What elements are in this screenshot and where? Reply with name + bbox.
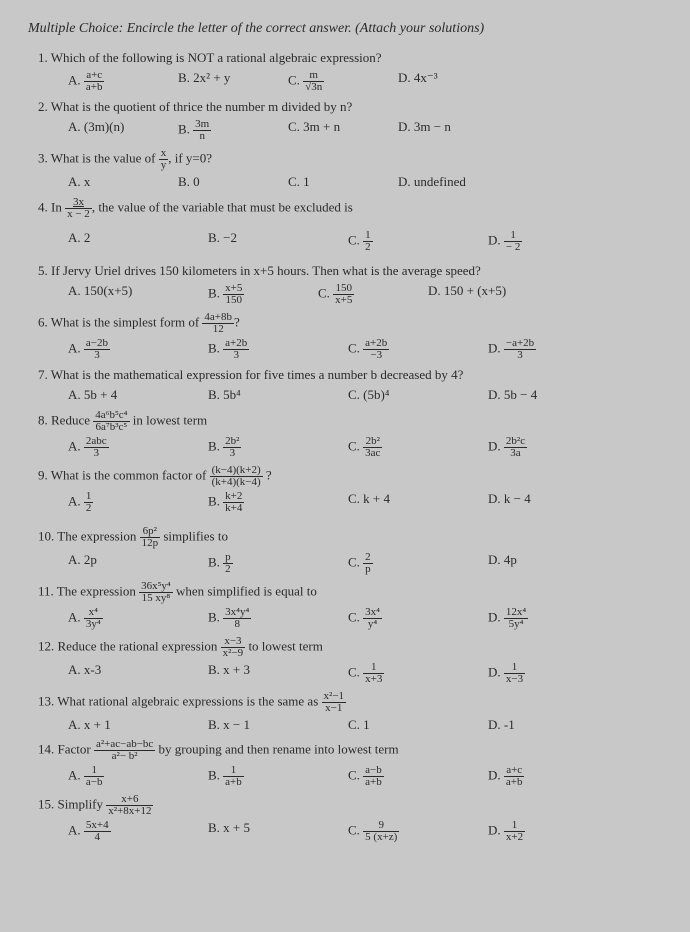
q7-opt-b: B. 5b⁴: [208, 387, 348, 404]
question-3: 3. What is the value of xy, if y=0? A. x…: [38, 148, 662, 191]
q6-opt-a: A. a−2b3: [68, 338, 208, 361]
q7-opt-d: D. 5b − 4: [488, 387, 628, 404]
q14-text: 14. Factor a²+ac−ab−bca²− b² by grouping…: [38, 739, 662, 762]
q15-opt-b: B. x + 5: [208, 820, 348, 843]
q8-opt-c: C. 2b²3ac: [348, 436, 488, 459]
question-13: 13. What rational algebraic expressions …: [38, 691, 662, 734]
q5-opt-d: D. 150 + (x+5): [428, 283, 568, 306]
question-5: 5. If Jervy Uriel drives 150 kilometers …: [38, 263, 662, 306]
question-1: 1. Which of the following is NOT a ratio…: [38, 50, 662, 93]
q1-opt-d: D. 4x⁻³: [398, 70, 508, 93]
q10-opt-c: C. 2p: [348, 552, 488, 575]
instructions: Multiple Choice: Encircle the letter of …: [28, 20, 662, 38]
q13-opt-d: D. -1: [488, 717, 628, 734]
q1-text: 1. Which of the following is NOT a ratio…: [38, 50, 662, 67]
q4-opt-c: C. 12: [348, 230, 488, 253]
q15-opt-d: D. 1x+2: [488, 820, 628, 843]
q9-opt-a: A. 12: [68, 491, 208, 514]
q12-opt-c: C. 1x+3: [348, 662, 488, 685]
question-12: 12. Reduce the rational expression x−3x²…: [38, 636, 662, 685]
q3-text: 3. What is the value of xy, if y=0?: [38, 148, 662, 171]
q15-text: 15. Simplify x+6x²+8x+12: [38, 794, 662, 817]
q4-text: 4. In 3x x − 2, the value of the variabl…: [38, 197, 662, 220]
question-15: 15. Simplify x+6x²+8x+12 A. 5x+44 B. x +…: [38, 794, 662, 843]
q3-opt-a: A. x: [68, 174, 178, 191]
q14-opt-c: C. a−ba+b: [348, 765, 488, 788]
q2-opt-a: A. (3m)(n): [68, 119, 178, 142]
q3-opt-d: D. undefined: [398, 174, 508, 191]
q11-text: 11. The expression 36x⁵y⁴15 xy⁸ when sim…: [38, 581, 662, 604]
q7-opt-c: C. (5b)⁴: [348, 387, 488, 404]
question-6: 6. What is the simplest form of 4a+8b12?…: [38, 312, 662, 361]
q5-opt-a: A. 150(x+5): [68, 283, 208, 306]
q8-opt-b: B. 2b²3: [208, 436, 348, 459]
q2-opt-d: D. 3m − n: [398, 119, 508, 142]
q9-opt-c: C. k + 4: [348, 491, 488, 514]
question-8: 8. Reduce 4a⁶b⁵c⁴6a⁷b³c⁵ in lowest term …: [38, 410, 662, 459]
q1-opt-c: C. m√3n: [288, 70, 398, 93]
question-2: 2. What is the quotient of thrice the nu…: [38, 99, 662, 142]
q3-opt-b: B. 0: [178, 174, 288, 191]
q11-opt-c: C. 3x⁴y⁴: [348, 607, 488, 630]
question-9: 9. What is the common factor of (k−4)(k+…: [38, 465, 662, 514]
q10-opt-a: A. 2p: [68, 552, 208, 575]
q7-opt-a: A. 5b + 4: [68, 387, 208, 404]
question-14: 14. Factor a²+ac−ab−bca²− b² by grouping…: [38, 739, 662, 788]
q6-text: 6. What is the simplest form of 4a+8b12?: [38, 312, 662, 335]
q2-opt-b: B. 3mn: [178, 119, 288, 142]
q13-opt-b: B. x − 1: [208, 717, 348, 734]
q7-text: 7. What is the mathematical expression f…: [38, 367, 662, 384]
q13-opt-a: A. x + 1: [68, 717, 208, 734]
q14-opt-a: A. 1a−b: [68, 765, 208, 788]
q10-opt-d: D. 4p: [488, 552, 628, 575]
q3-opt-c: C. 1: [288, 174, 398, 191]
q12-opt-a: A. x-3: [68, 662, 208, 685]
question-11: 11. The expression 36x⁵y⁴15 xy⁸ when sim…: [38, 581, 662, 630]
q8-text: 8. Reduce 4a⁶b⁵c⁴6a⁷b³c⁵ in lowest term: [38, 410, 662, 433]
q4-opt-d: D. 1− 2: [488, 230, 628, 253]
question-4: 4. In 3x x − 2, the value of the variabl…: [38, 197, 662, 253]
q8-opt-a: A. 2abc3: [68, 436, 208, 459]
q15-opt-a: A. 5x+44: [68, 820, 208, 843]
q9-opt-d: D. k − 4: [488, 491, 628, 514]
q4-opt-b: B. −2: [208, 230, 348, 253]
q10-opt-b: B. p2: [208, 552, 348, 575]
q11-opt-a: A. x⁴3y⁴: [68, 607, 208, 630]
q4-opt-a: A. 2: [68, 230, 208, 253]
q1-opt-b: B. 2x² + y: [178, 70, 288, 93]
q11-opt-d: D. 12x⁴5y⁴: [488, 607, 628, 630]
q2-text: 2. What is the quotient of thrice the nu…: [38, 99, 662, 116]
q12-opt-d: D. 1x−3: [488, 662, 628, 685]
q15-opt-c: C. 95 (x+z): [348, 820, 488, 843]
question-7: 7. What is the mathematical expression f…: [38, 367, 662, 404]
q1-opt-a: A. a+ca+b: [68, 70, 178, 93]
q12-text: 12. Reduce the rational expression x−3x²…: [38, 636, 662, 659]
q5-opt-c: C. 150x+5: [318, 283, 428, 306]
q5-opt-b: B. x+5150: [208, 283, 318, 306]
q14-opt-d: D. a+ca+b: [488, 765, 628, 788]
q6-opt-d: D. −a+2b3: [488, 338, 628, 361]
q11-opt-b: B. 3x⁴y⁴8: [208, 607, 348, 630]
q12-opt-b: B. x + 3: [208, 662, 348, 685]
q5-text: 5. If Jervy Uriel drives 150 kilometers …: [38, 263, 662, 280]
question-10: 10. The expression 6p²12p simplifies to …: [38, 526, 662, 575]
q14-opt-b: B. 1a+b: [208, 765, 348, 788]
q8-opt-d: D. 2b²c3a: [488, 436, 628, 459]
q9-opt-b: B. k+2k+4: [208, 491, 348, 514]
q13-text: 13. What rational algebraic expressions …: [38, 691, 662, 714]
q6-opt-c: C. a+2b−3: [348, 338, 488, 361]
q9-text: 9. What is the common factor of (k−4)(k+…: [38, 465, 662, 488]
q10-text: 10. The expression 6p²12p simplifies to: [38, 526, 662, 549]
q6-opt-b: B. a+2b3: [208, 338, 348, 361]
q2-opt-c: C. 3m + n: [288, 119, 398, 142]
q13-opt-c: C. 1: [348, 717, 488, 734]
